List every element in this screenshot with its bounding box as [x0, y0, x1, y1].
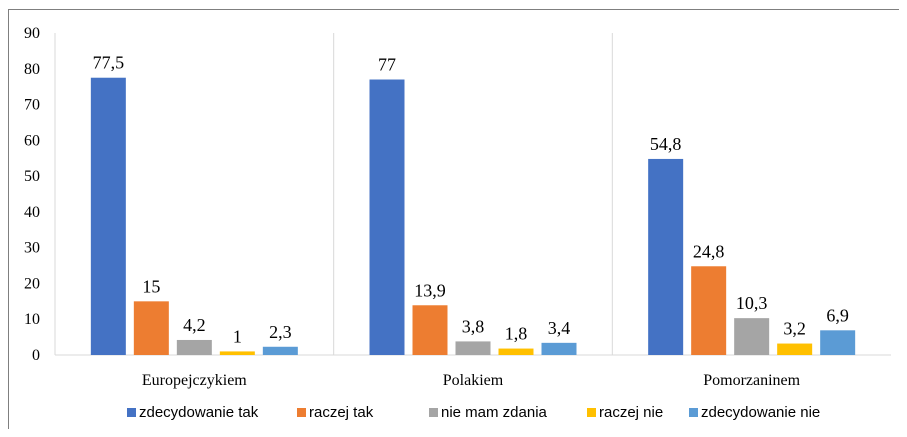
legend-swatch-4: [689, 408, 698, 417]
bar-1-4: [541, 342, 577, 355]
data-label: 10,3: [736, 293, 768, 313]
y-tick-label: 60: [24, 132, 40, 149]
category-label: Pomorzaninem: [703, 372, 800, 389]
data-label: 3,4: [548, 318, 571, 338]
legend-swatch-3: [587, 408, 596, 417]
legend-label: nie mam zdania: [441, 404, 548, 421]
legend-swatch-0: [127, 408, 136, 417]
data-label: 2,3: [269, 322, 292, 342]
data-label: 3,2: [783, 319, 806, 339]
bar-1-3: [498, 348, 534, 355]
legend-label: raczej nie: [599, 404, 663, 421]
data-label: 6,9: [826, 305, 849, 325]
bar-2-1: [691, 266, 727, 355]
y-tick-label: 30: [24, 240, 40, 257]
legend-label: raczej tak: [309, 404, 374, 421]
chart-frame: [8, 9, 899, 429]
legend-label: zdecydowanie tak: [139, 404, 259, 421]
data-label: 1: [233, 326, 242, 346]
category-label: Polakiem: [443, 372, 504, 389]
y-tick-label: 80: [24, 61, 40, 78]
y-tick-label: 70: [24, 97, 40, 114]
bar-2-4: [820, 330, 856, 355]
bar-1-0: [369, 79, 405, 355]
bar-0-2: [176, 339, 212, 355]
category-label: Europejczykiem: [142, 372, 247, 389]
data-label: 15: [142, 276, 160, 296]
bar-1-1: [412, 305, 448, 355]
data-label: 13,9: [414, 280, 446, 300]
data-label: 4,2: [183, 315, 206, 335]
data-label: 77,5: [93, 53, 125, 73]
data-label: 1,8: [505, 324, 528, 344]
y-tick-label: 90: [24, 25, 40, 42]
legend-label: zdecydowanie nie: [701, 404, 820, 421]
bar-1-2: [455, 341, 491, 355]
legend-swatch-2: [429, 408, 438, 417]
bar-2-2: [734, 318, 770, 355]
data-label: 54,8: [650, 134, 682, 154]
bar-0-0: [90, 77, 126, 355]
data-label: 24,8: [693, 241, 725, 261]
data-label: 3,8: [462, 316, 485, 336]
bar-2-0: [648, 158, 684, 355]
y-tick-label: 20: [24, 275, 40, 292]
y-tick-label: 10: [24, 311, 40, 328]
bar-0-4: [262, 346, 298, 355]
legend-swatch-1: [297, 408, 306, 417]
y-tick-label: 40: [24, 204, 40, 221]
bar-2-3: [777, 343, 813, 355]
data-label: 77: [378, 55, 396, 75]
bar-0-3: [219, 351, 255, 355]
y-tick-label: 50: [24, 168, 40, 185]
y-tick-label: 0: [32, 347, 40, 364]
bar-0-1: [133, 301, 169, 355]
